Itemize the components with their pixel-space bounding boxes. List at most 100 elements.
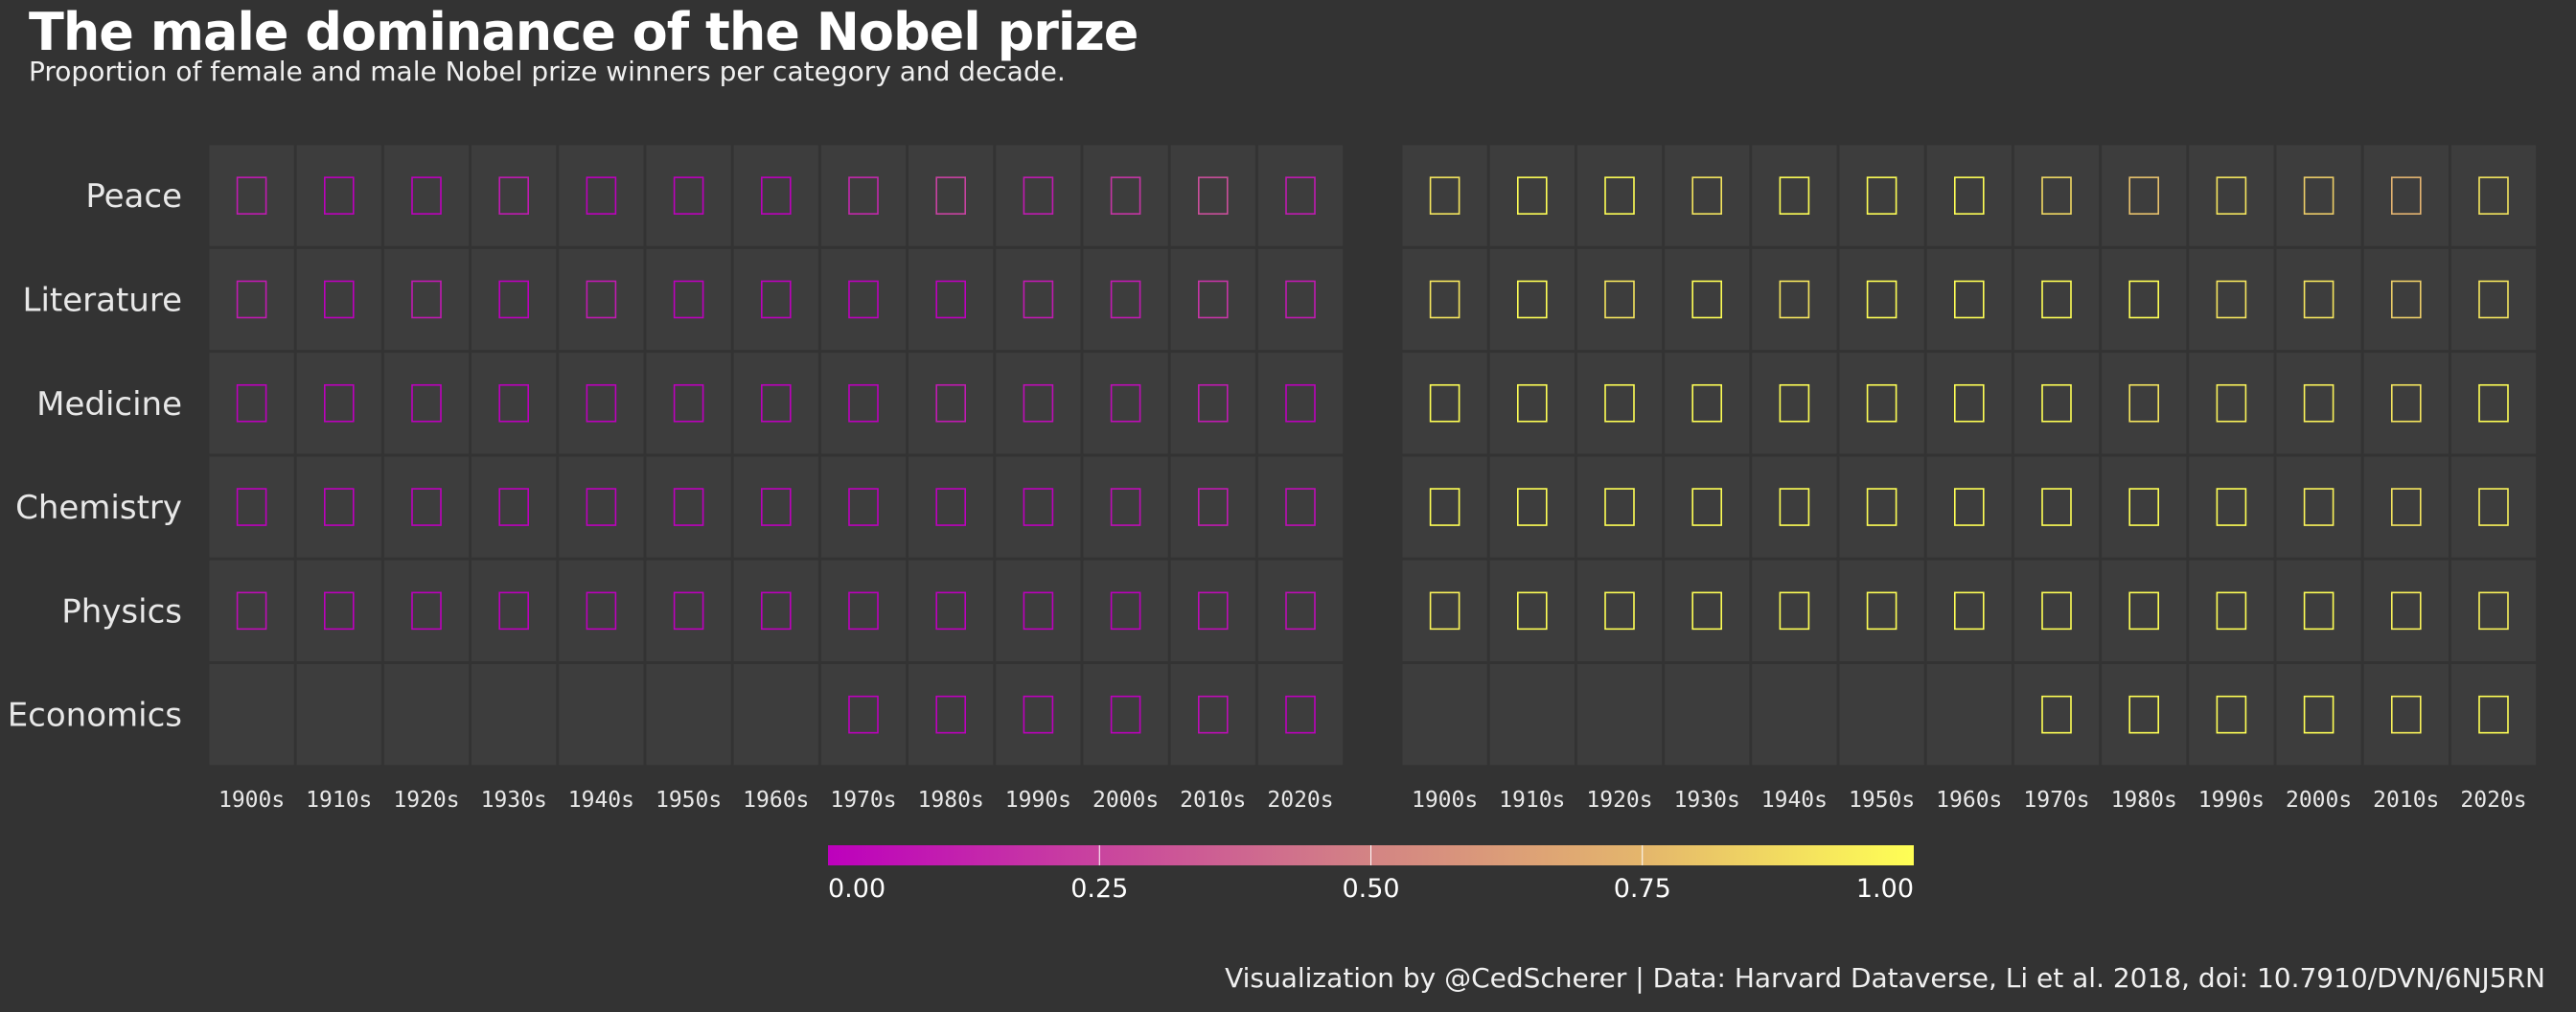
- heatmap-cell-marker: [1285, 176, 1316, 215]
- decade-tick-label: 1900s: [218, 788, 285, 813]
- heatmap-cell-bg: [908, 664, 994, 766]
- heatmap-cell-marker: [323, 488, 355, 526]
- heatmap-cell-bg: [996, 248, 1081, 351]
- category-label: Literature: [23, 281, 182, 319]
- heatmap-cell-bg: [1402, 664, 1487, 766]
- heatmap-cell-bg: [2013, 456, 2100, 558]
- heatmap-panel: [209, 145, 1344, 766]
- heatmap-cell-bg: [908, 560, 994, 661]
- heatmap-cell-marker: [498, 488, 530, 526]
- heatmap-cell-marker: [2128, 176, 2159, 215]
- heatmap-cell-marker: [1954, 591, 1985, 631]
- heatmap-cell-bg: [996, 456, 1081, 558]
- decade-tick-label: 1910s: [1499, 788, 1565, 813]
- heatmap-cell-bg: [1576, 145, 1663, 246]
- heatmap-cell-bg: [209, 664, 294, 766]
- heatmap-cell-marker: [673, 280, 704, 319]
- heatmap-cell-marker: [2478, 383, 2509, 423]
- heatmap-cell-bg: [2363, 560, 2449, 661]
- heatmap-cell-bg: [2013, 664, 2100, 766]
- heatmap-cell-marker: [935, 383, 967, 423]
- heatmap-cell-bg: [2450, 560, 2537, 661]
- heatmap-cell-bg: [2013, 560, 2100, 661]
- heatmap-cell-marker: [236, 280, 267, 319]
- heatmap-cell-bg: [1083, 353, 1168, 454]
- heatmap-cell-bg: [646, 456, 731, 558]
- heatmap-cell-marker: [2391, 695, 2422, 734]
- heatmap-cell-marker: [1779, 591, 1810, 631]
- heatmap-cell-marker: [411, 280, 442, 319]
- heatmap-cell-bg: [1489, 145, 1575, 246]
- heatmap-cell-marker: [586, 488, 617, 526]
- heatmap-cell-marker: [1866, 488, 1898, 526]
- heatmap-cell-marker: [2216, 695, 2247, 734]
- heatmap-cell-bg: [383, 664, 470, 766]
- heatmap-cell-bg: [1170, 664, 1255, 766]
- heatmap-cell-marker: [848, 591, 879, 631]
- heatmap-cell-bg: [820, 145, 907, 246]
- heatmap-cell-marker: [236, 591, 267, 631]
- heatmap-cell-marker: [848, 176, 879, 215]
- heatmap-cell-bg: [2276, 145, 2361, 246]
- heatmap-cell-bg: [209, 456, 294, 558]
- heatmap-cell-bg: [2102, 145, 2187, 246]
- heatmap-cell-bg: [1083, 145, 1168, 246]
- heatmap-cell-marker: [673, 488, 704, 526]
- heatmap-cell-bg: [908, 456, 994, 558]
- heatmap-cell-bg: [1926, 664, 2012, 766]
- heatmap-cell-marker: [1285, 695, 1316, 734]
- heatmap-cell-marker: [1517, 383, 1548, 423]
- heatmap-cell-bg: [1083, 664, 1168, 766]
- heatmap-cell-marker: [2128, 591, 2159, 631]
- category-label: Peace: [85, 177, 182, 216]
- heatmap-cell-bg: [1752, 248, 1837, 351]
- heatmap-cell-marker: [1691, 488, 1722, 526]
- heatmap-cell-bg: [733, 248, 818, 351]
- heatmap-cell-marker: [1023, 591, 1054, 631]
- heatmap-cell-marker: [2303, 176, 2334, 215]
- heatmap-cell-bg: [2189, 248, 2274, 351]
- heatmap-cell-marker: [1285, 383, 1316, 423]
- heatmap-cell-bg: [646, 248, 731, 351]
- heatmap-cell-marker: [586, 176, 617, 215]
- heatmap-cell-marker: [1691, 176, 1722, 215]
- heatmap-cell-marker: [1866, 280, 1898, 319]
- heatmap-cell-marker: [1198, 488, 1229, 526]
- heatmap-cell-bg: [296, 353, 381, 454]
- decade-tick-label: 1980s: [2111, 788, 2177, 813]
- heatmap-cell-marker: [848, 383, 879, 423]
- heatmap-cell-marker: [586, 280, 617, 319]
- heatmap-cell-bg: [1576, 664, 1663, 766]
- heatmap-cell-marker: [1198, 591, 1229, 631]
- heatmap-cell-bg: [1926, 353, 2012, 454]
- heatmap-cell-bg: [733, 145, 818, 246]
- heatmap-cell-bg: [559, 664, 644, 766]
- heatmap-cell-bg: [2450, 145, 2537, 246]
- heatmap-cell-marker: [2391, 280, 2422, 319]
- decade-tick-label: 1940s: [568, 788, 634, 813]
- heatmap-cell-bg: [472, 456, 557, 558]
- heatmap-cell-bg: [2013, 248, 2100, 351]
- heatmap-cell-marker: [1198, 695, 1229, 734]
- decade-tick-label: 1960s: [743, 788, 809, 813]
- heatmap-cell-bg: [383, 353, 470, 454]
- heatmap-cell-bg: [1576, 456, 1663, 558]
- heatmap-cell-marker: [1604, 383, 1635, 423]
- heatmap-cell-bg: [2276, 664, 2361, 766]
- heatmap-cell-bg: [296, 248, 381, 351]
- heatmap-cell-marker: [2128, 488, 2159, 526]
- chart-title: The male dominance of the Nobel prize: [29, 2, 1138, 62]
- decade-tick-label: 1970s: [830, 788, 896, 813]
- heatmap-cell-bg: [1402, 560, 1487, 661]
- heatmap-cell-bg: [1926, 560, 2012, 661]
- heatmap-cell-marker: [498, 591, 530, 631]
- heatmap-cell-marker: [2216, 280, 2247, 319]
- heatmap-cell-bg: [1665, 248, 1750, 351]
- heatmap-cell-marker: [498, 176, 530, 215]
- heatmap-cell-bg: [559, 456, 644, 558]
- heatmap-cell-marker: [2041, 176, 2072, 215]
- heatmap-cell-marker: [1110, 176, 1141, 215]
- heatmap-cell-bg: [1576, 353, 1663, 454]
- heatmap-cell-marker: [2041, 488, 2072, 526]
- heatmap-cell-bg: [1752, 145, 1837, 246]
